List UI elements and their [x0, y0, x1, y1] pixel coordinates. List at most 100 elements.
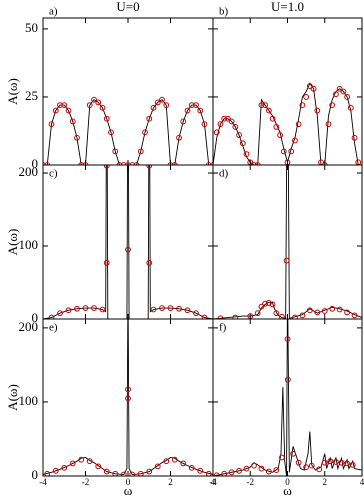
data-point [112, 148, 119, 155]
data-point [338, 459, 345, 466]
data-point [228, 118, 235, 125]
y-tick-label: 25 [25, 88, 38, 103]
data-point [221, 115, 228, 122]
data-point [146, 259, 153, 266]
data-point [316, 466, 323, 473]
data-point [99, 306, 106, 313]
x-tick-label: 2 [323, 477, 328, 487]
panel-label: b) [219, 6, 229, 18]
data-point [258, 465, 265, 472]
data-point [125, 386, 131, 393]
data-point [74, 134, 80, 141]
panel-label: e) [49, 322, 58, 334]
data-point [327, 458, 334, 465]
data-point [254, 162, 261, 165]
data-point [351, 134, 358, 141]
data-point [82, 305, 89, 311]
data-point [137, 470, 144, 476]
x-tick-label: -4 [39, 477, 47, 487]
data-point [290, 450, 296, 457]
data-point [299, 312, 306, 319]
data-point [351, 312, 358, 319]
data-point [129, 162, 136, 165]
y-axis-label: A(ω) [5, 384, 20, 411]
data-point [265, 107, 272, 114]
data-point [336, 85, 343, 92]
data-point [258, 102, 265, 109]
data-point [65, 307, 72, 314]
data-line [43, 165, 213, 319]
data-point [197, 467, 204, 474]
data-point [61, 102, 68, 109]
data-point [133, 162, 140, 165]
data-point [314, 309, 321, 316]
plot-frame [42, 164, 214, 320]
data-point [279, 454, 285, 461]
data-point [295, 459, 302, 466]
data-point [232, 123, 239, 130]
data-point [159, 96, 165, 103]
data-point [146, 115, 153, 122]
data-point [116, 162, 123, 165]
data-point [236, 467, 242, 474]
data-point [171, 162, 178, 165]
data-point [258, 303, 265, 310]
data-point [201, 314, 208, 319]
x-tick-label: 4 [360, 477, 364, 487]
data-point [154, 463, 161, 470]
data-point [310, 85, 317, 92]
data-point [347, 104, 354, 111]
data-point [314, 107, 321, 114]
plot-area [213, 319, 362, 476]
data-point [163, 102, 170, 109]
data-point [321, 308, 328, 314]
data-point [61, 464, 68, 471]
data-point [201, 121, 208, 128]
data-point [44, 162, 51, 165]
data-point [99, 104, 106, 111]
data-point [86, 458, 93, 465]
data-point [120, 471, 127, 476]
column-title: U=1.0 [271, 0, 304, 14]
data-point [295, 121, 302, 128]
data-line [43, 99, 213, 165]
data-point [243, 151, 250, 158]
data-point [279, 313, 285, 319]
data-point [284, 336, 291, 342]
x-tick-label: -2 [247, 477, 255, 487]
data-point [197, 107, 204, 114]
data-point [292, 137, 298, 144]
data-point [254, 310, 261, 317]
data-point [146, 468, 153, 475]
data-point [48, 121, 55, 128]
data-point [283, 257, 290, 264]
data-point [344, 94, 351, 100]
panel-label: c) [49, 168, 58, 180]
data-point [251, 462, 257, 469]
data-point [280, 148, 287, 155]
data-point [239, 140, 246, 147]
panel-label: f) [219, 322, 227, 334]
data-point [103, 165, 110, 169]
y-tick-label: 0 [32, 156, 39, 171]
data-point [150, 306, 157, 313]
data-point [321, 459, 328, 466]
data-point [344, 309, 351, 316]
data-point [184, 107, 191, 114]
data-point [69, 118, 76, 125]
plot-frame [212, 164, 363, 320]
y-axis-label: A(ω) [5, 78, 20, 105]
data-point [243, 465, 250, 472]
data-point [344, 460, 351, 467]
data-point [57, 102, 63, 109]
data-point [103, 468, 110, 475]
data-point [265, 300, 272, 306]
x-tick-label: 4 [211, 477, 216, 487]
data-point [217, 315, 224, 319]
data-point [193, 102, 199, 109]
data-point [325, 121, 332, 128]
x-tick-label: 2 [168, 477, 173, 487]
data-point [159, 305, 165, 311]
